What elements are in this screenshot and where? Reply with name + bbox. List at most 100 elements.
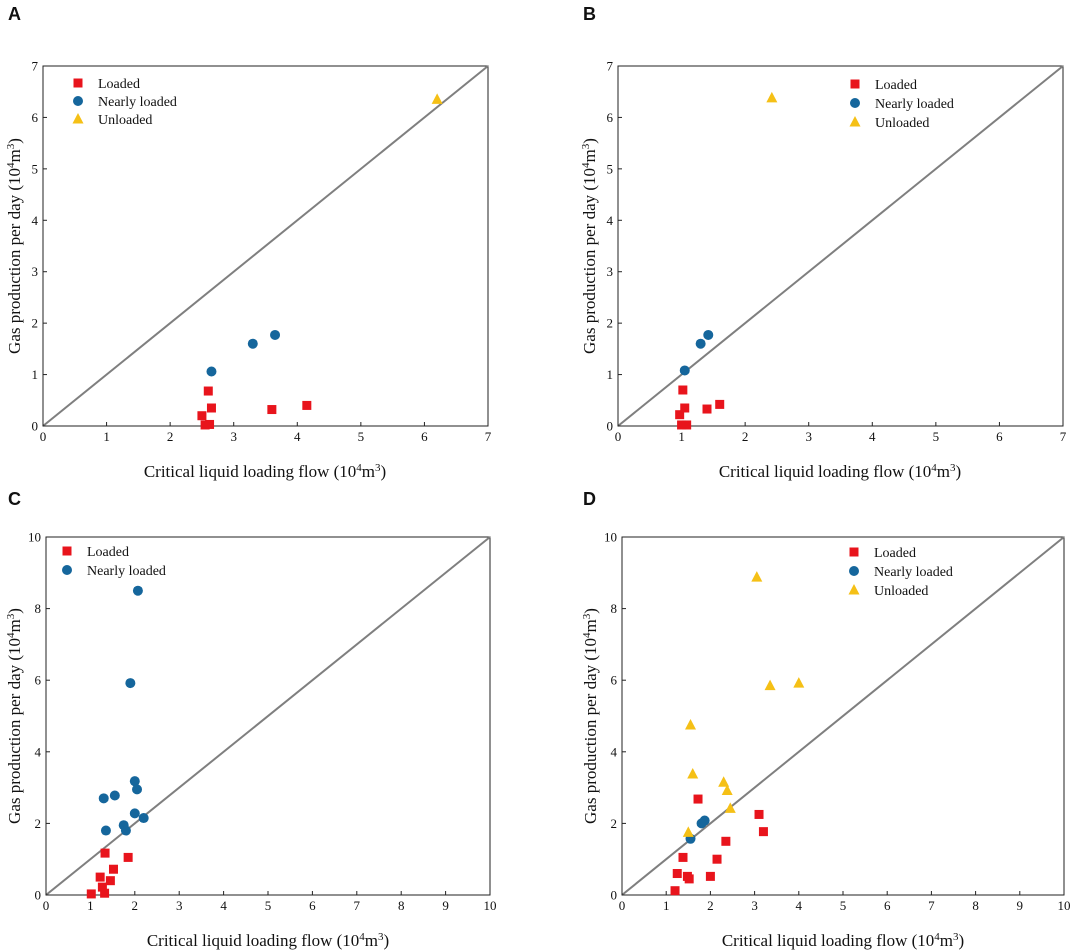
legend-label: Unloaded [874,584,928,599]
x-tick-label: 5 [265,898,272,913]
x-tick-label: 5 [840,898,847,913]
y-tick-label: 6 [35,673,42,688]
x-tick-label: 9 [442,898,449,913]
x-tick-label: 6 [421,429,428,444]
data-point [699,815,710,826]
y-tick-label: 5 [32,161,39,176]
x-tick-label: 8 [398,898,405,913]
legend: Loaded Nearly loaded Unloaded [848,546,953,599]
data-point [206,403,216,413]
y-tick-label: 4 [35,744,42,759]
data-point [680,403,690,413]
x-tick-label: 0 [619,898,626,913]
x-tick-label: 8 [972,898,979,913]
data-point [724,802,736,813]
x-tick-label: 2 [132,898,139,913]
series-loaded [86,848,133,899]
data-point [431,93,443,104]
x-axis-label: Critical liquid loading flow (104m3) [722,931,964,950]
y-tick-label: 1 [607,367,614,382]
diagonal-line [42,65,489,427]
y-tick-label: 0 [611,888,618,903]
x-tick-label: 1 [87,898,94,913]
data-point [108,864,118,874]
y-tick-label: 4 [32,213,39,228]
data-point [758,827,768,837]
data-point [129,776,140,787]
x-tick-label: 1 [663,898,670,913]
legend-label: Loaded [87,545,129,560]
diagonal-line [621,536,1065,896]
data-point [705,871,715,881]
data-point [86,889,96,899]
y-tick-label: 10 [604,530,617,545]
chart-panel-d: D 0 1 2 3 4 5 6 7 8 9 10 0 2 4 6 8 10 Critical liquid load… [581,489,1071,950]
data-point [715,399,725,409]
data-point [695,338,706,349]
y-tick-label: 6 [607,110,614,125]
chart-panel-b: B 0 1 2 3 4 5 6 7 0 1 2 3 4 5 6 7 Critical liquid loading… [580,4,1067,481]
x-tick-label: 2 [742,429,749,444]
diagonal-line [617,65,1064,427]
diagonal-line [45,536,491,896]
panel-letter: C [8,489,21,509]
data-point [693,794,703,804]
x-tick-label: 5 [933,429,940,444]
y-tick-label: 4 [611,744,618,759]
plot-frame [42,65,489,427]
x-axis-label: Critical liquid loading flow (104m3) [144,462,386,481]
data-point [125,678,136,689]
x-tick-label: 1 [103,429,110,444]
panel-letter: B [583,4,596,24]
x-tick-label: 7 [928,898,935,913]
panel-letter: A [8,4,21,24]
y-tick-label: 3 [32,264,39,279]
data-point [682,420,692,430]
data-point [105,876,115,886]
y-tick-label: 1 [32,367,39,382]
data-point [100,825,111,836]
data-point [109,790,120,801]
legend-marker [72,113,84,124]
data-point [721,836,731,846]
data-point [129,808,140,819]
y-tick-label: 0 [607,419,614,434]
x-tick-label: 7 [1060,429,1067,444]
y-axis-label: Gas production per day (104m3) [581,608,600,824]
data-point [766,91,778,103]
legend-label: Loaded [98,77,140,92]
y-tick-label: 7 [607,59,614,74]
legend-marker [850,79,860,89]
y-tick-label: 7 [32,59,39,74]
legend: Loaded Nearly loaded [62,545,166,579]
plot-frame [617,65,1064,427]
data-point [120,825,131,836]
x-tick-label: 3 [176,898,183,913]
legend-label: Loaded [874,546,916,561]
data-point [672,869,682,879]
y-tick-label: 8 [35,601,42,616]
x-tick-label: 0 [40,429,47,444]
data-point [751,571,763,582]
x-tick-label: 3 [751,898,758,913]
data-point [675,410,685,420]
data-point [267,405,277,415]
x-tick-label: 1 [678,429,685,444]
legend-marker [849,566,859,576]
legend-marker [850,98,860,108]
x-tick-label: 6 [996,429,1003,444]
legend: Loaded Nearly loaded Unloaded [72,77,177,128]
x-tick-label: 10 [1058,898,1071,913]
y-tick-label: 6 [611,673,618,688]
data-point [670,886,680,896]
legend-label: Unloaded [875,116,929,131]
series-nearly-loaded [206,329,281,377]
x-tick-label: 3 [805,429,812,444]
y-tick-label: 2 [607,316,614,331]
data-point [793,677,805,688]
data-point [98,793,109,804]
data-point [138,813,149,824]
data-point [687,767,699,779]
data-point [270,329,281,340]
